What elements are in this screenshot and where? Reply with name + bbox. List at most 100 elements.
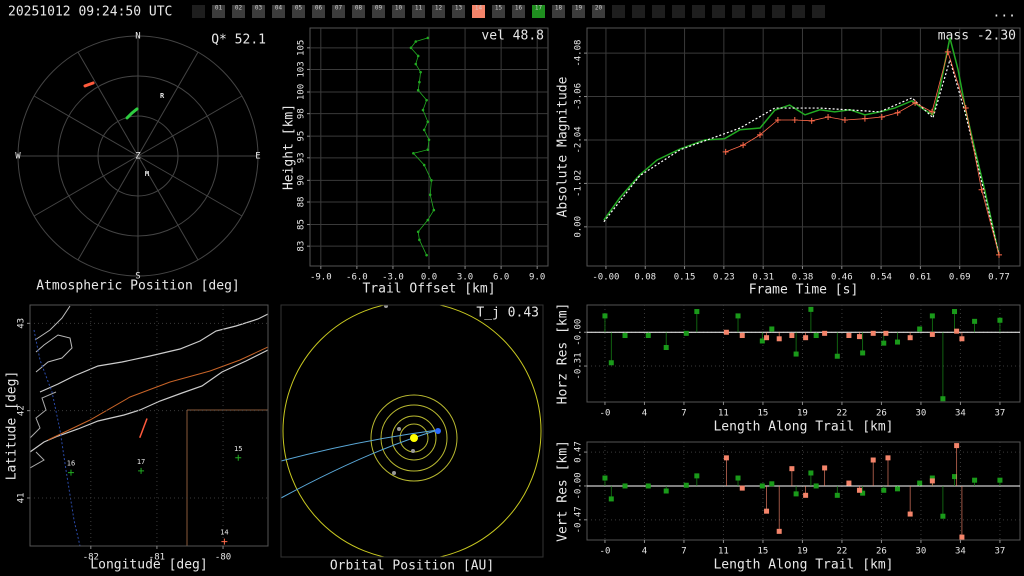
x-tick-label: 7 bbox=[681, 409, 686, 419]
camera-label: 19 bbox=[575, 5, 583, 12]
marker-label: M bbox=[145, 170, 149, 178]
range-ring bbox=[97, 115, 179, 197]
y-tick-label: 0.47 bbox=[574, 441, 584, 463]
point bbox=[422, 128, 426, 132]
stem-marker bbox=[929, 475, 935, 481]
x-tick-label: 30 bbox=[916, 547, 927, 557]
stem-marker bbox=[822, 465, 828, 471]
camera-box[interactable] bbox=[232, 5, 245, 18]
x-axis-label: Length Along Trail [km] bbox=[713, 558, 893, 573]
point bbox=[428, 193, 432, 197]
camera-label: 09 bbox=[375, 5, 383, 12]
camera-label: 17 bbox=[535, 5, 543, 12]
y-tick-label: 41 bbox=[17, 493, 27, 504]
cross-marker bbox=[740, 142, 747, 149]
camera-box[interactable] bbox=[392, 5, 405, 18]
stem-marker bbox=[972, 477, 978, 483]
point bbox=[425, 253, 428, 257]
x-tick-label: 11 bbox=[718, 547, 729, 557]
cross-marker bbox=[944, 48, 951, 55]
stem-marker bbox=[793, 351, 799, 357]
camera-box[interactable] bbox=[372, 5, 385, 18]
camera-box[interactable] bbox=[572, 5, 585, 18]
menu-button[interactable]: ... bbox=[993, 6, 1016, 21]
direction-label: N bbox=[135, 32, 140, 42]
camera-box[interactable] bbox=[252, 5, 265, 18]
x-axis-label: Longitude [deg] bbox=[90, 558, 207, 573]
y-axis-label: Absolute Magnitude bbox=[556, 76, 571, 217]
station-marker bbox=[221, 538, 228, 545]
stem-marker bbox=[723, 329, 729, 335]
camera-box[interactable] bbox=[432, 5, 445, 18]
stem-marker bbox=[739, 485, 745, 491]
stem-marker bbox=[683, 330, 689, 336]
stem-marker bbox=[856, 334, 862, 340]
camera-box[interactable] bbox=[412, 5, 425, 18]
point bbox=[409, 46, 413, 50]
y-tick-label: 105 bbox=[297, 40, 307, 56]
stem-marker bbox=[622, 333, 628, 339]
x-tick-label: -6.0 bbox=[346, 273, 368, 283]
stem-marker bbox=[808, 306, 814, 312]
point bbox=[416, 88, 420, 92]
stem-marker bbox=[954, 443, 960, 449]
range-ring bbox=[17, 35, 259, 277]
stem-marker bbox=[608, 496, 614, 502]
camera-box[interactable] bbox=[272, 5, 285, 18]
camera-label: 13 bbox=[455, 5, 463, 12]
stem-marker bbox=[860, 490, 866, 496]
stem-marker bbox=[907, 511, 913, 517]
stem-marker bbox=[645, 333, 651, 339]
camera-box[interactable] bbox=[512, 5, 525, 18]
stem-marker bbox=[881, 487, 887, 493]
camera-box[interactable] bbox=[452, 5, 465, 18]
camera-box[interactable] bbox=[292, 5, 305, 18]
stem-marker bbox=[940, 513, 946, 519]
stem-marker bbox=[776, 336, 782, 342]
camera-box[interactable] bbox=[312, 5, 325, 18]
station-label: 14 bbox=[220, 529, 228, 537]
y-axis-label: Height [km] bbox=[282, 104, 297, 190]
series-line bbox=[725, 50, 1000, 256]
stem-marker bbox=[954, 328, 960, 334]
stem-marker bbox=[602, 475, 608, 481]
camera-box[interactable] bbox=[332, 5, 345, 18]
x-axis-label: Trail Offset [km] bbox=[362, 282, 495, 297]
stem-marker bbox=[860, 350, 866, 356]
x-tick-label: 15 bbox=[758, 409, 769, 419]
camera-box[interactable] bbox=[352, 5, 365, 18]
x-axis-label: Frame Time [s] bbox=[749, 283, 859, 298]
stem-marker bbox=[997, 477, 1003, 483]
y-tick-label: -0.31 bbox=[574, 352, 584, 379]
station-label: 15 bbox=[234, 445, 242, 453]
stem-marker bbox=[735, 475, 741, 481]
y-tick-label: -0.00 bbox=[574, 319, 584, 346]
stem-marker bbox=[846, 480, 852, 486]
camera-box[interactable] bbox=[212, 5, 225, 18]
camera-box[interactable] bbox=[532, 5, 545, 18]
cross-marker bbox=[808, 117, 815, 124]
x-tick-label: -0 bbox=[600, 547, 611, 557]
x-axis-label: Atmospheric Position [deg] bbox=[36, 279, 240, 294]
camera-box[interactable] bbox=[472, 5, 485, 18]
y-tick-label: 42 bbox=[17, 405, 27, 416]
stem-marker bbox=[856, 487, 862, 493]
x-tick-label: 0.38 bbox=[792, 273, 814, 283]
cross-marker bbox=[791, 116, 798, 123]
stem-marker bbox=[885, 455, 891, 461]
camera-box bbox=[712, 5, 725, 18]
station-marker bbox=[138, 467, 145, 474]
stem-marker bbox=[929, 313, 935, 319]
camera-box bbox=[772, 5, 785, 18]
camera-box[interactable] bbox=[592, 5, 605, 18]
annotation: T_j 0.43 bbox=[476, 306, 539, 321]
camera-box bbox=[652, 5, 665, 18]
cross-marker bbox=[912, 99, 919, 106]
x-tick-label: 26 bbox=[876, 409, 887, 419]
stem-marker bbox=[803, 335, 809, 341]
stem-marker bbox=[764, 335, 770, 341]
camera-box[interactable] bbox=[492, 5, 505, 18]
stem-marker bbox=[959, 336, 965, 342]
camera-box[interactable] bbox=[552, 5, 565, 18]
y-tick-label: -1.02 bbox=[574, 170, 584, 197]
